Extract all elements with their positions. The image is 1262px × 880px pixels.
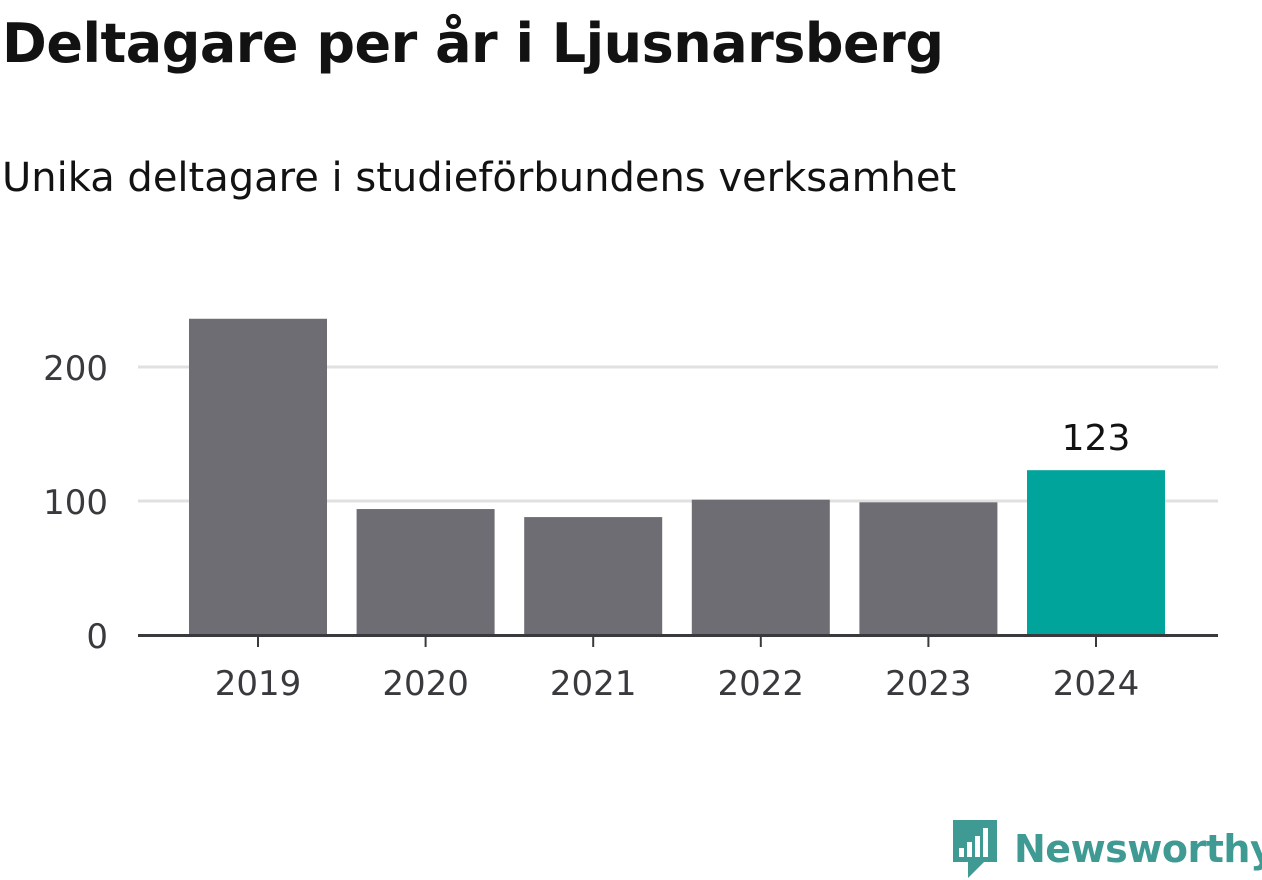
- chart-title: Deltagare per år i Ljusnarsberg: [2, 12, 944, 75]
- y-tick-label: 0: [86, 617, 108, 657]
- y-tick-label: 100: [43, 483, 108, 523]
- y-tick-label: 200: [43, 349, 108, 389]
- bar-2020: [356, 509, 495, 635]
- bar-2022: [691, 499, 830, 635]
- bar-2023: [859, 502, 998, 635]
- bar-2019: [189, 318, 327, 635]
- data-labels: 123: [1062, 418, 1131, 459]
- x-tick-label-2019: 2019: [215, 664, 302, 704]
- bar-2024: [1027, 470, 1165, 635]
- x-tick-label-2024: 2024: [1053, 664, 1140, 704]
- newsworthy-brand: Newsworthy: [950, 818, 1262, 880]
- data-label-2024: 123: [1062, 418, 1131, 459]
- brand-name: Newsworthy: [1014, 827, 1262, 871]
- chart-subtitle: Unika deltagare i studieförbundens verks…: [2, 155, 957, 201]
- x-axis: 2019 2020 2021 2022 2023 2024: [138, 634, 1218, 704]
- x-tick-label-2021: 2021: [550, 664, 637, 704]
- y-axis-ticks: 0 100 200: [43, 349, 108, 657]
- x-tick-label-2022: 2022: [718, 664, 805, 704]
- bars: [189, 318, 1165, 635]
- newsworthy-logo-icon: [953, 820, 997, 878]
- x-tick-label-2023: 2023: [885, 664, 972, 704]
- bar-2021: [524, 517, 663, 635]
- x-tick-label-2020: 2020: [382, 664, 469, 704]
